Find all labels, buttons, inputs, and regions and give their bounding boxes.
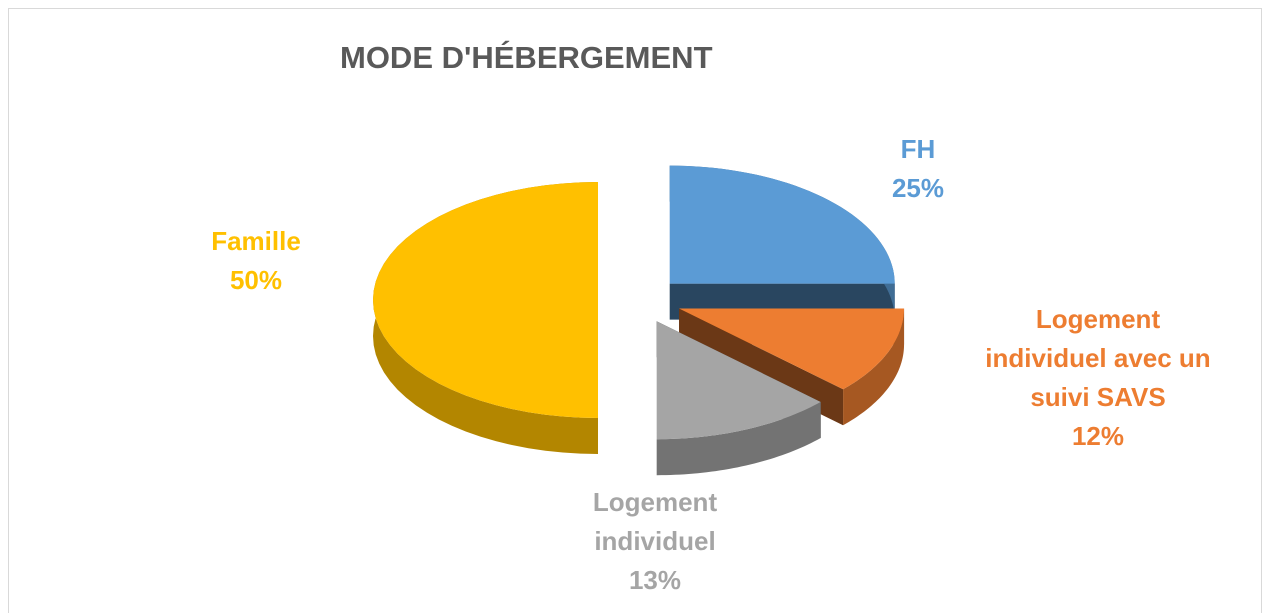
slice-top xyxy=(669,165,895,284)
category-label: FH xyxy=(900,134,936,164)
slice xyxy=(373,182,598,454)
chart-title: MODE D'HÉBERGEMENT xyxy=(340,40,713,75)
slice-side xyxy=(843,308,905,426)
value-label: 13% xyxy=(628,565,682,595)
value-label: 12% xyxy=(1071,421,1125,451)
slice-top xyxy=(373,182,598,418)
slice xyxy=(679,308,905,426)
category-label: Logement individuel xyxy=(592,487,718,556)
chart-border xyxy=(8,8,1262,613)
category-label: Famille xyxy=(211,226,301,256)
value-label: 25% xyxy=(891,173,945,203)
data-label: Logement individuel avec un suivi SAVS 12… xyxy=(973,300,1223,456)
slice xyxy=(656,321,821,476)
value-label: 50% xyxy=(229,265,283,295)
category-label: Logement individuel avec un suivi SAVS xyxy=(985,304,1211,412)
slice-top xyxy=(679,308,905,390)
slice-side xyxy=(656,401,821,476)
slice-top xyxy=(656,321,821,440)
data-label: FH 25% xyxy=(818,130,1018,208)
data-label: Famille 50% xyxy=(156,222,356,300)
data-label: Logement individuel 13% xyxy=(555,483,755,600)
